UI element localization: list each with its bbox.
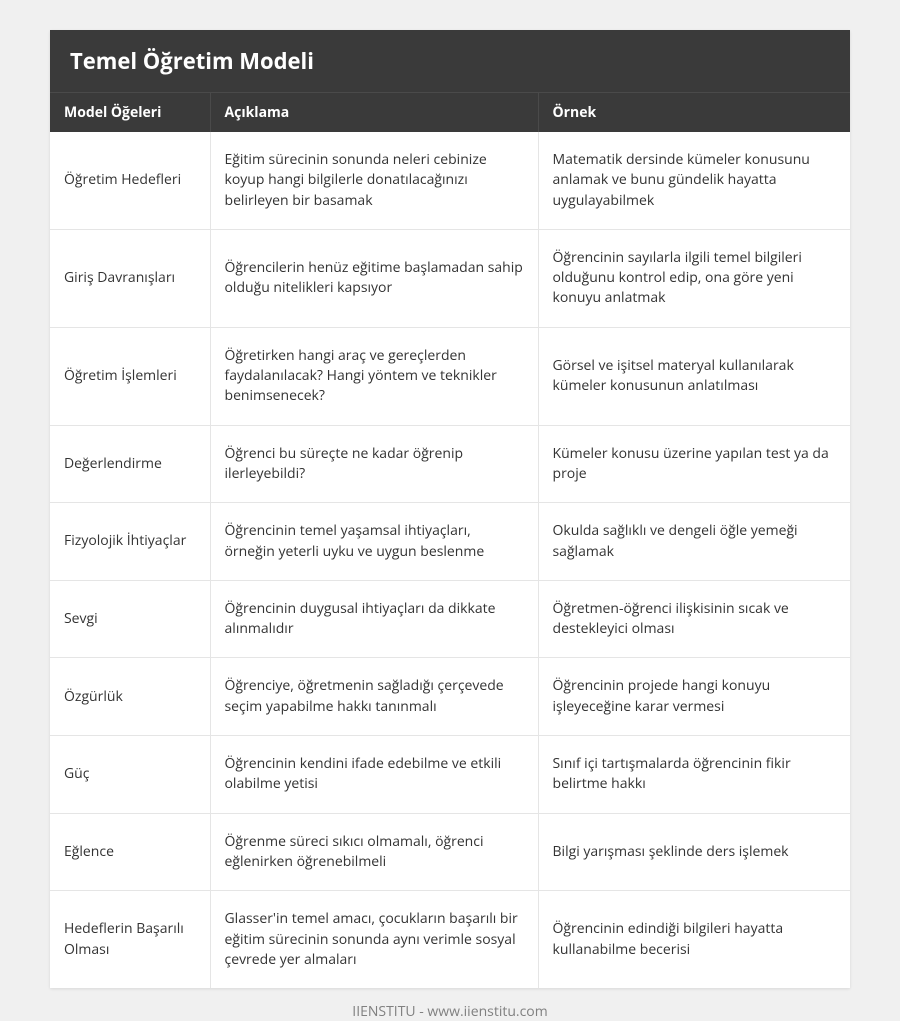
data-table: Model Öğeleri Açıklama Örnek Öğretim Hed… <box>50 93 850 988</box>
table-header-row: Model Öğeleri Açıklama Örnek <box>50 93 850 132</box>
table-row: Değerlendirme Öğrenci bu süreçte ne kada… <box>50 425 850 503</box>
table-cell: Öğrencinin temel yaşamsal ihtiyaçları, ö… <box>210 503 538 581</box>
table-body: Öğretim Hedefleri Eğitim sürecinin sonun… <box>50 132 850 988</box>
table-cell: Öğrenme süreci sıkıcı olmamalı, öğrenci … <box>210 813 538 891</box>
table-title: Temel Öğretim Modeli <box>50 30 850 93</box>
table-cell: Öğretim İşlemleri <box>50 327 210 425</box>
table-row: Eğlence Öğrenme süreci sıkıcı olmamalı, … <box>50 813 850 891</box>
table-cell: Öğretim Hedefleri <box>50 132 210 229</box>
table-cell: Glasser'in temel amacı, çocukların başar… <box>210 891 538 988</box>
table-cell: Öğrencinin projede hangi konuyu işleyece… <box>538 658 850 736</box>
table-cell: Kümeler konusu üzerine yapılan test ya d… <box>538 425 850 503</box>
table-row: Özgürlük Öğrenciye, öğretmenin sağladığı… <box>50 658 850 736</box>
table-cell: Giriş Davranışları <box>50 229 210 327</box>
footer-text: IIENSTITU - www.iienstitu.com <box>50 988 850 1021</box>
column-header: Örnek <box>538 93 850 132</box>
table-cell: Öğrencinin duygusal ihtiyaçları da dikka… <box>210 580 538 658</box>
table-cell: Öğretmen-öğrenci ilişkisinin sıcak ve de… <box>538 580 850 658</box>
table-cell: Öğrenci bu süreçte ne kadar öğrenip iler… <box>210 425 538 503</box>
table-row: Güç Öğrencinin kendini ifade edebilme ve… <box>50 736 850 814</box>
table-cell: Okulda sağlıklı ve dengeli öğle yemeği s… <box>538 503 850 581</box>
column-header: Model Öğeleri <box>50 93 210 132</box>
table-row: Giriş Davranışları Öğrencilerin henüz eğ… <box>50 229 850 327</box>
table-cell: Eğitim sürecinin sonunda neleri cebinize… <box>210 132 538 229</box>
table-row: Öğretim Hedefleri Eğitim sürecinin sonun… <box>50 132 850 229</box>
table-row: Öğretim İşlemleri Öğretirken hangi araç … <box>50 327 850 425</box>
table-container: Temel Öğretim Modeli Model Öğeleri Açıkl… <box>50 30 850 988</box>
table-cell: Eğlence <box>50 813 210 891</box>
table-cell: Bilgi yarışması şeklinde ders işlemek <box>538 813 850 891</box>
table-cell: Matematik dersinde kümeler konusunu anla… <box>538 132 850 229</box>
table-cell: Öğrencilerin henüz eğitime başlamadan sa… <box>210 229 538 327</box>
table-cell: Öğrencinin sayılarla ilgili temel bilgil… <box>538 229 850 327</box>
table-row: Sevgi Öğrencinin duygusal ihtiyaçları da… <box>50 580 850 658</box>
table-row: Hedeflerin Başarılı Olması Glasser'in te… <box>50 891 850 988</box>
table-cell: Sevgi <box>50 580 210 658</box>
table-cell: Fizyolojik İhtiyaçlar <box>50 503 210 581</box>
table-cell: Öğrencinin edindiği bilgileri hayatta ku… <box>538 891 850 988</box>
table-cell: Görsel ve işitsel materyal kullanılarak … <box>538 327 850 425</box>
table-cell: Öğretirken hangi araç ve gereçlerden fay… <box>210 327 538 425</box>
table-cell: Özgürlük <box>50 658 210 736</box>
column-header: Açıklama <box>210 93 538 132</box>
table-cell: Değerlendirme <box>50 425 210 503</box>
table-cell: Öğrenciye, öğretmenin sağladığı çerçeved… <box>210 658 538 736</box>
table-cell: Güç <box>50 736 210 814</box>
table-cell: Hedeflerin Başarılı Olması <box>50 891 210 988</box>
table-row: Fizyolojik İhtiyaçlar Öğrencinin temel y… <box>50 503 850 581</box>
table-cell: Öğrencinin kendini ifade edebilme ve etk… <box>210 736 538 814</box>
table-cell: Sınıf içi tartışmalarda öğrencinin fikir… <box>538 736 850 814</box>
